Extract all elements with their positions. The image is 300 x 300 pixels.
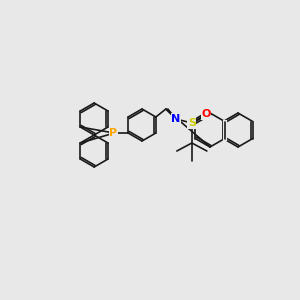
Text: O: O — [201, 109, 211, 119]
Text: N: N — [171, 114, 181, 124]
Text: S: S — [188, 118, 196, 128]
Text: P: P — [109, 128, 117, 138]
